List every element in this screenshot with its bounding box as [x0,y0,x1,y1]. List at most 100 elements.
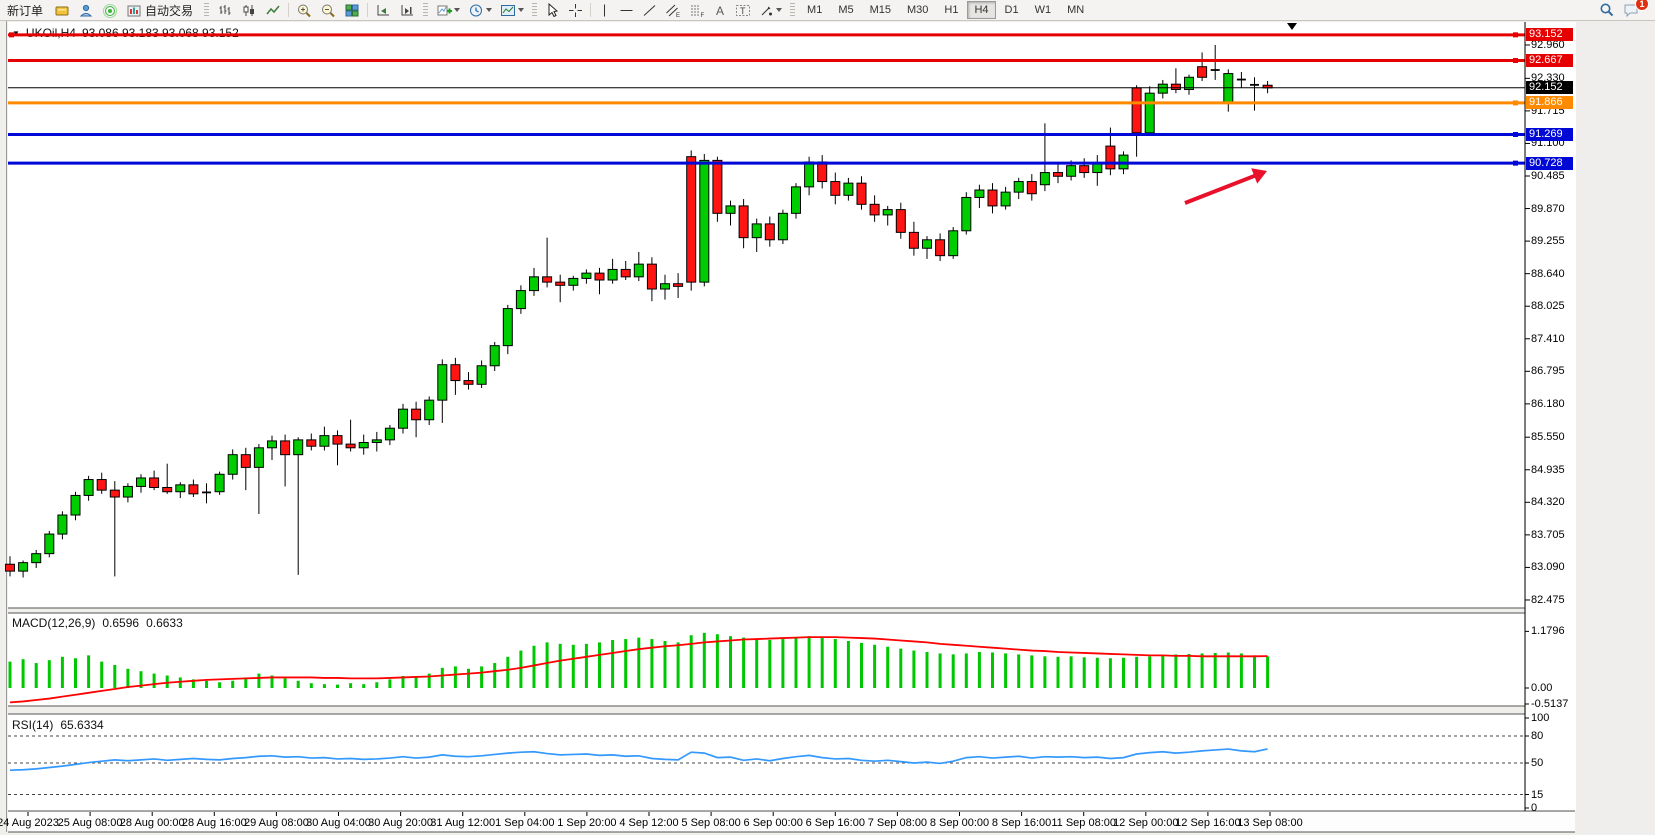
quotes-icon[interactable] [51,1,73,19]
vertical-line-icon [598,3,611,18]
chart-end-button[interactable] [396,1,418,19]
price-tick-91.100: 91.100 [1531,137,1575,149]
svg-text:A: A [716,4,724,18]
line-chart-icon [265,3,281,18]
time-label-14: 6 Sep 16:00 [793,817,877,829]
main-toolbar: 新订单 自动交易 [0,0,1655,21]
zoom-out-icon [320,3,336,18]
bar-chart-button[interactable] [214,1,236,19]
chart-forward-button[interactable] [372,1,394,19]
autotrade-button[interactable]: 自动交易 [123,1,199,19]
price-tick-82.475: 82.475 [1531,594,1575,606]
fibonacci-tool[interactable]: F [686,1,708,19]
zoom-in-icon [296,3,312,18]
period-caret [486,8,492,12]
tile-windows-button[interactable] [341,1,363,19]
price-badge-91.866[interactable]: 91.866 [1526,96,1573,109]
time-label-20: 12 Sep 16:00 [1166,817,1250,829]
timeframe-MN[interactable]: MN [1060,1,1091,19]
zoom-in-button[interactable] [293,1,315,19]
price-tick-83.705: 83.705 [1531,529,1575,541]
arrow-objects-icon [759,3,774,18]
time-label-4: 28 Aug 16:00 [172,817,256,829]
clock-icon [468,3,484,18]
time-label-16: 8 Sep 00:00 [918,817,1002,829]
template-icon [500,3,516,18]
time-label-12: 5 Sep 08:00 [669,817,753,829]
rsi-tick-50: 50 [1531,757,1575,769]
price-tick-88.025: 88.025 [1531,300,1575,312]
template-caret [518,8,524,12]
tile-windows-icon [344,3,360,18]
symbol-marker-icon: ▼ [12,29,20,38]
notifications-button[interactable]: 1 [1620,1,1643,19]
time-label-19: 12 Sep 00:00 [1104,817,1188,829]
timeframe-M1[interactable]: M1 [800,1,829,19]
time-label-10: 1 Sep 20:00 [545,817,629,829]
price-tick-84.320: 84.320 [1531,496,1575,508]
toolbar-grip[interactable] [790,3,795,17]
chart-area[interactable]: ▼ UKOil,H4 93.086 93.183 93.068 93.152 M… [0,0,1655,835]
time-label-17: 8 Sep 16:00 [980,817,1064,829]
macd-indicator-label: MACD(12,26,9) 0.6596 0.6633 [12,616,183,630]
timeframe-D1[interactable]: D1 [998,1,1026,19]
rsi-tick-100: 100 [1531,712,1575,724]
price-badge-90.728[interactable]: 90.728 [1526,157,1573,170]
autotrade-icon [126,3,142,18]
autotrade-label: 自动交易 [142,2,196,19]
price-badge-93.152[interactable]: 93.152 [1526,28,1573,41]
price-badge-92.667[interactable]: 92.667 [1526,54,1573,67]
axis-labels-overlay: 92.96092.33091.71591.10090.48589.87089.2… [0,0,1655,835]
macd-tick-1.1796: 1.1796 [1531,625,1575,637]
crosshair-tool-button[interactable] [565,1,586,19]
time-label-13: 6 Sep 00:00 [731,817,815,829]
macd-tick-0.00: 0.00 [1531,682,1575,694]
price-tick-85.550: 85.550 [1531,431,1575,443]
timeframe-H4[interactable]: H4 [967,1,995,19]
gold-ticket-icon [54,3,70,18]
arrows-tool[interactable] [756,1,785,19]
price-badge-91.269[interactable]: 91.269 [1526,128,1573,141]
rsi-tick-15: 15 [1531,789,1575,801]
horizontal-line-tool[interactable] [616,1,637,19]
crosshair-icon [568,3,583,18]
rsi-value: 65.6334 [60,718,103,732]
trendline-tool[interactable] [639,1,660,19]
toolbar-grip[interactable] [423,3,428,17]
macd-name: MACD(12,26,9) [12,616,95,630]
price-badge-92.152[interactable]: 92.152 [1526,81,1573,94]
line-chart-button[interactable] [262,1,284,19]
annotation-arrow-line [1185,173,1261,203]
period-button[interactable] [465,1,495,19]
signals-button[interactable] [99,1,121,19]
new-order-button[interactable]: 新订单 [1,1,49,19]
channel-tool[interactable]: E [662,1,684,19]
svg-text:E: E [676,13,680,18]
macd-main-value: 0.6596 [102,616,139,630]
toolbar-separator [288,3,289,17]
chart-title: ▼ UKOil,H4 93.086 93.183 93.068 93.152 [12,26,239,40]
arrows-caret [776,8,782,12]
timeframe-H1[interactable]: H1 [937,1,965,19]
toolbar-grip[interactable] [532,3,537,17]
label-tool[interactable]: T [732,1,754,19]
cursor-tool-button[interactable] [542,1,563,19]
toolbar-grip[interactable] [204,3,209,17]
timeframe-M5[interactable]: M5 [831,1,860,19]
vertical-line-tool[interactable] [595,1,614,19]
add-indicator-button[interactable] [433,1,463,19]
profile-button[interactable] [75,1,97,19]
zoom-out-button[interactable] [317,1,339,19]
price-tick-89.870: 89.870 [1531,203,1575,215]
add-indicator-icon [436,3,452,18]
text-tool[interactable]: A [710,1,730,19]
template-button[interactable] [497,1,527,19]
timeframe-M15[interactable]: M15 [863,1,898,19]
macd-tick--0.5137: -0.5137 [1531,698,1575,710]
timeframe-M30[interactable]: M30 [900,1,935,19]
candlestick-chart-button[interactable] [238,1,260,19]
search-icon [1599,2,1615,18]
search-button[interactable] [1596,1,1618,19]
price-tick-90.485: 90.485 [1531,170,1575,182]
timeframe-W1[interactable]: W1 [1028,1,1059,19]
